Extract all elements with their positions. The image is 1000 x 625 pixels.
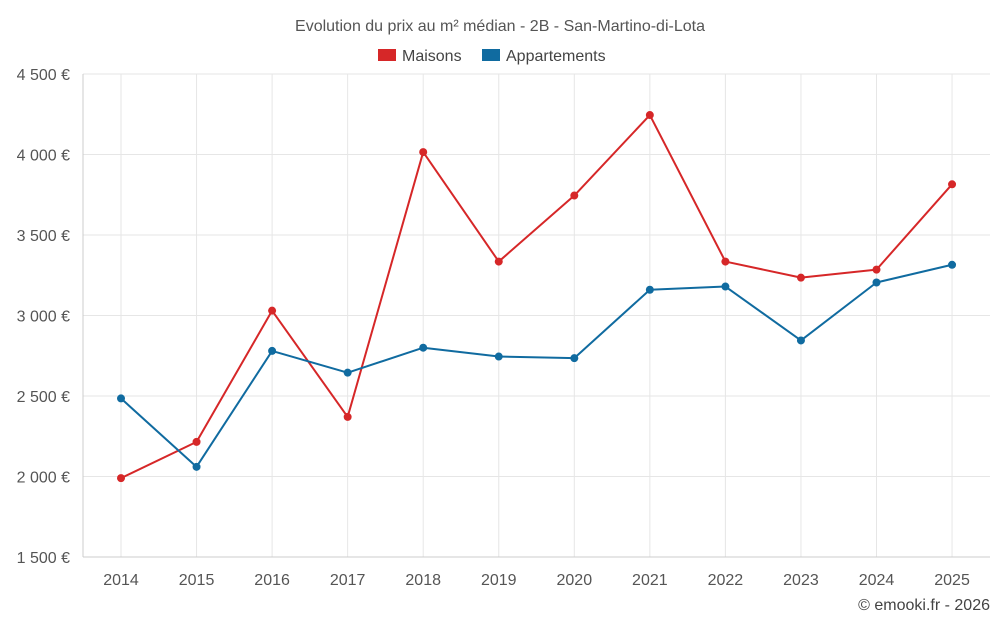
x-tick-label: 2020 xyxy=(557,572,593,589)
data-point[interactable] xyxy=(721,282,730,291)
data-point[interactable] xyxy=(268,306,277,315)
x-tick-label: 2022 xyxy=(708,572,744,589)
data-point[interactable] xyxy=(948,180,957,189)
legend: Maisons Appartements xyxy=(378,48,606,65)
x-tick-label: 2018 xyxy=(405,572,441,589)
data-point[interactable] xyxy=(117,474,125,483)
data-point[interactable] xyxy=(343,412,352,421)
x-tick-label: 2015 xyxy=(179,572,215,589)
data-point[interactable] xyxy=(872,265,881,274)
x-tick-label: 2021 xyxy=(632,572,668,589)
y-tick-label: 2 000 € xyxy=(17,470,70,487)
chart-title: Evolution du prix au m² médian - 2B - Sa… xyxy=(295,18,705,35)
series-maisons xyxy=(117,111,957,483)
data-point[interactable] xyxy=(117,394,125,403)
data-point[interactable] xyxy=(419,148,428,157)
data-point[interactable] xyxy=(192,462,201,471)
data-point[interactable] xyxy=(796,273,805,282)
x-tick-label: 2017 xyxy=(330,572,366,589)
data-point[interactable] xyxy=(343,368,352,377)
data-point[interactable] xyxy=(419,343,428,352)
legend-item-appartements[interactable]: Appartements xyxy=(482,48,606,65)
y-axis-ticks: 1 500 € 2 000 € 2 500 € 3 000 € 3 500 € 4 000… xyxy=(17,67,70,567)
data-point[interactable] xyxy=(645,285,654,294)
legend-label: Appartements xyxy=(506,48,606,65)
y-tick-label: 4 000 € xyxy=(17,148,70,165)
data-point[interactable] xyxy=(494,257,503,266)
x-tick-label: 2016 xyxy=(254,572,290,589)
y-tick-label: 2 500 € xyxy=(17,389,70,406)
data-point[interactable] xyxy=(268,346,277,355)
y-tick-label: 1 500 € xyxy=(17,550,70,567)
data-point[interactable] xyxy=(570,191,579,200)
series-line xyxy=(120,263,953,468)
x-tick-label: 2023 xyxy=(783,572,819,589)
data-point[interactable] xyxy=(570,354,579,363)
legend-item-maisons[interactable]: Maisons xyxy=(378,48,462,65)
x-axis-ticks: 2014 2015 2016 2017 2018 2019 2020 2021 2022 2023… xyxy=(103,572,970,589)
copyright-text: © emooki.fr - 2026 xyxy=(858,597,990,614)
x-tick-label: 2025 xyxy=(934,572,970,589)
data-point[interactable] xyxy=(645,111,654,120)
y-tick-label: 4 500 € xyxy=(17,67,70,84)
y-tick-label: 3 500 € xyxy=(17,228,70,245)
data-point[interactable] xyxy=(192,437,201,446)
data-point[interactable] xyxy=(796,336,805,345)
series-appartements xyxy=(117,260,957,471)
data-point[interactable] xyxy=(872,278,881,287)
series-group xyxy=(117,111,957,483)
y-tick-label: 3 000 € xyxy=(17,309,70,326)
series-line xyxy=(120,114,953,480)
grid xyxy=(82,73,990,558)
x-tick-label: 2019 xyxy=(481,572,517,589)
data-point[interactable] xyxy=(948,260,957,269)
x-tick-label: 2014 xyxy=(103,572,139,589)
legend-label: Maisons xyxy=(402,48,462,65)
data-point[interactable] xyxy=(721,257,730,266)
legend-swatch xyxy=(378,49,396,61)
x-tick-label: 2024 xyxy=(859,572,895,589)
data-point[interactable] xyxy=(494,352,503,361)
legend-swatch xyxy=(482,49,500,61)
